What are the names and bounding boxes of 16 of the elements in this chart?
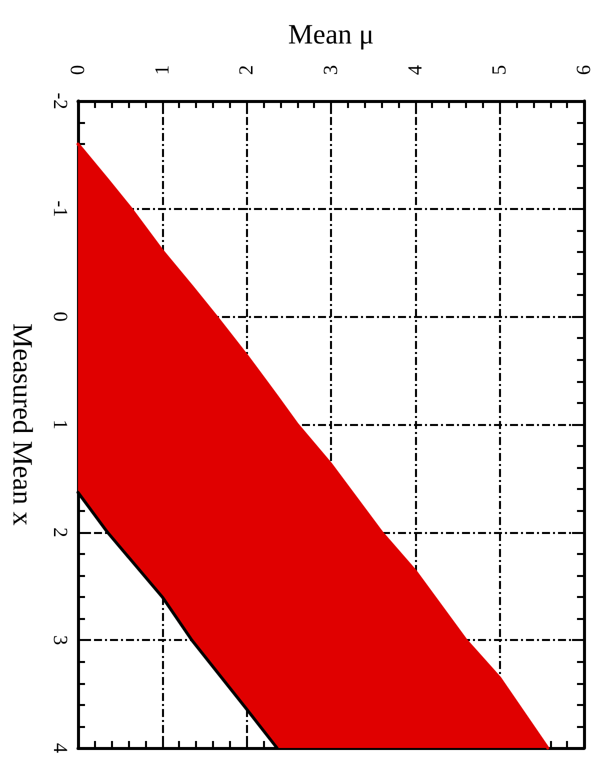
y-tick-label: 2 [49, 527, 71, 538]
y-tick-label: 4 [49, 743, 71, 753]
y-tick-label: 0 [49, 312, 71, 322]
y-tick-label: 1 [49, 420, 71, 430]
x-tick-label: 6 [573, 65, 595, 75]
x-tick-label: 1 [151, 65, 174, 75]
y-axis-title: Measured Mean x [6, 323, 38, 526]
x-tick-label: 3 [320, 65, 342, 75]
y-tick-label: -2 [49, 92, 71, 110]
y-tick-label: 3 [49, 635, 71, 646]
x-axis-title: Mean μ [288, 20, 374, 50]
y-tick-label: -1 [49, 200, 71, 218]
x-tick-label: 5 [488, 65, 511, 75]
x-tick-label: 4 [404, 65, 426, 75]
x-tick-label: 0 [67, 65, 89, 75]
x-tick-label: 2 [236, 65, 258, 75]
